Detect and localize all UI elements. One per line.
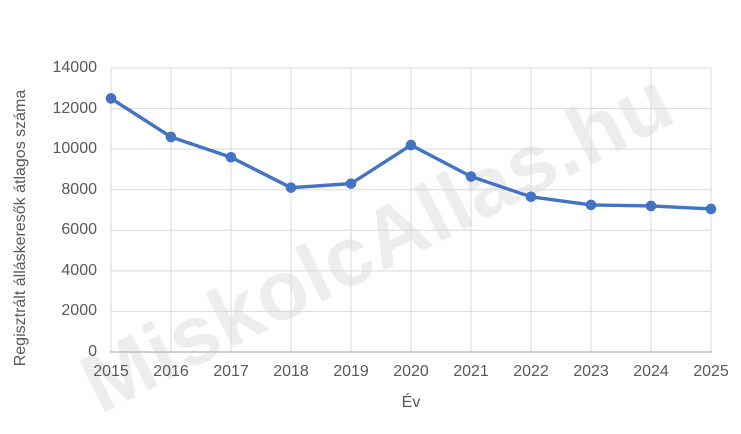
data-point-2021 — [465, 171, 477, 182]
x-tick-label: 2019 — [333, 363, 369, 380]
data-point-2023 — [585, 199, 597, 211]
y-axis-title: Regisztrált álláskeresők átlagos száma — [12, 89, 29, 367]
x-tick-label: 2017 — [213, 363, 249, 380]
x-tick-label: 2015 — [93, 363, 129, 380]
y-tick-label: 6000 — [61, 221, 97, 239]
data-point-2025 — [705, 203, 717, 215]
x-axis-title: Év — [401, 394, 421, 411]
y-tick-label: 12000 — [52, 99, 98, 117]
data-point-2017 — [225, 151, 237, 163]
y-tick-label: 0 — [88, 343, 97, 360]
y-tick-label: 2000 — [61, 302, 97, 320]
y-tick-label: 8000 — [61, 180, 97, 198]
x-tick-label: 2022 — [513, 363, 549, 380]
x-tick-label: 2024 — [633, 363, 669, 380]
x-tick-label: 2016 — [153, 363, 189, 380]
data-point-2015 — [105, 93, 117, 104]
data-point-2019 — [345, 178, 357, 189]
data-point-2020 — [405, 139, 417, 151]
x-tick-label: 2020 — [393, 363, 429, 380]
y-tick-label: 14000 — [52, 59, 98, 76]
x-tick-label: 2021 — [453, 363, 489, 380]
data-point-2024 — [645, 200, 657, 212]
data-point-2018 — [285, 182, 297, 193]
y-tick-label: 10000 — [52, 140, 98, 158]
x-tick-label: 2025 — [693, 363, 729, 380]
data-point-2022 — [525, 191, 537, 203]
x-tick-label: 2018 — [273, 363, 309, 380]
x-tick-label: 2023 — [573, 363, 609, 380]
y-tick-label: 4000 — [61, 261, 97, 279]
data-point-2016 — [165, 131, 177, 143]
